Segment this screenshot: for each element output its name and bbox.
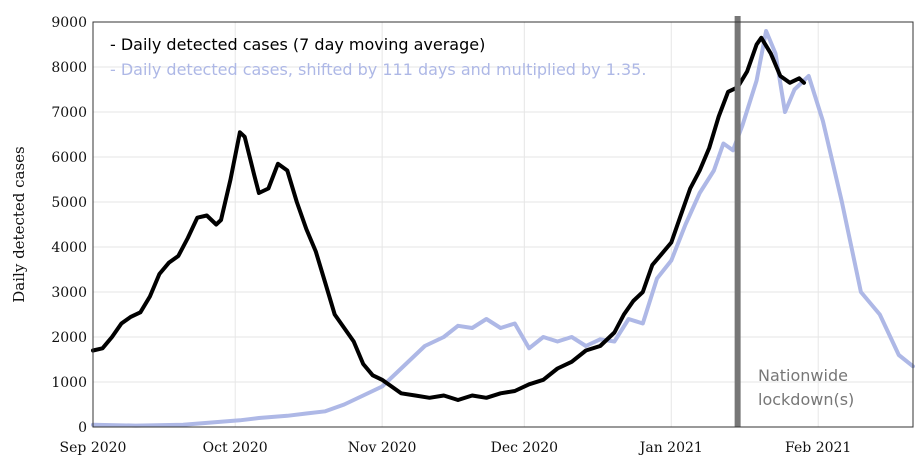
- tick-labels: 0 1000 2000 3000 4000 5000 6000 7000 8000 9000 Sep…: [51, 15, 851, 456]
- y-tick-label: 2000: [51, 330, 87, 346]
- lockdown-label-line1: Nationwide: [758, 366, 848, 385]
- legend-item-shifted-cases: - Daily detected cases, shifted by 111 d…: [110, 60, 646, 79]
- y-tick-label: 9000: [51, 15, 87, 31]
- y-tick-label: 5000: [51, 195, 87, 211]
- y-tick-label: 3000: [51, 285, 87, 301]
- x-tick-label: Oct 2020: [203, 440, 268, 456]
- series-line-shifted-cases: [91, 29, 915, 428]
- series-line-daily-cases: [91, 35, 806, 402]
- axes: [92, 21, 914, 428]
- y-tick-label: 7000: [51, 105, 87, 121]
- x-tick-label: Feb 2021: [785, 440, 851, 456]
- legend-item-daily-cases: - Daily detected cases (7 day moving ave…: [110, 35, 485, 54]
- plot-frame: [92, 21, 914, 428]
- y-tick-label: 8000: [51, 60, 87, 76]
- x-tick-label: Sep 2020: [60, 440, 127, 456]
- y-tick-label: 4000: [51, 240, 87, 256]
- y-tick-label: 6000: [51, 150, 87, 166]
- lockdown-label-line2: lockdown(s): [758, 390, 854, 409]
- x-tick-label: Nov 2020: [348, 440, 417, 456]
- x-tick-label: Jan 2021: [638, 440, 703, 456]
- series-layer: [91, 29, 915, 428]
- y-tick-label: 1000: [51, 375, 87, 391]
- y-tick-label: 0: [78, 420, 87, 436]
- y-axis-label: Daily detected cases: [10, 146, 28, 302]
- x-tick-label: Dec 2020: [491, 440, 558, 456]
